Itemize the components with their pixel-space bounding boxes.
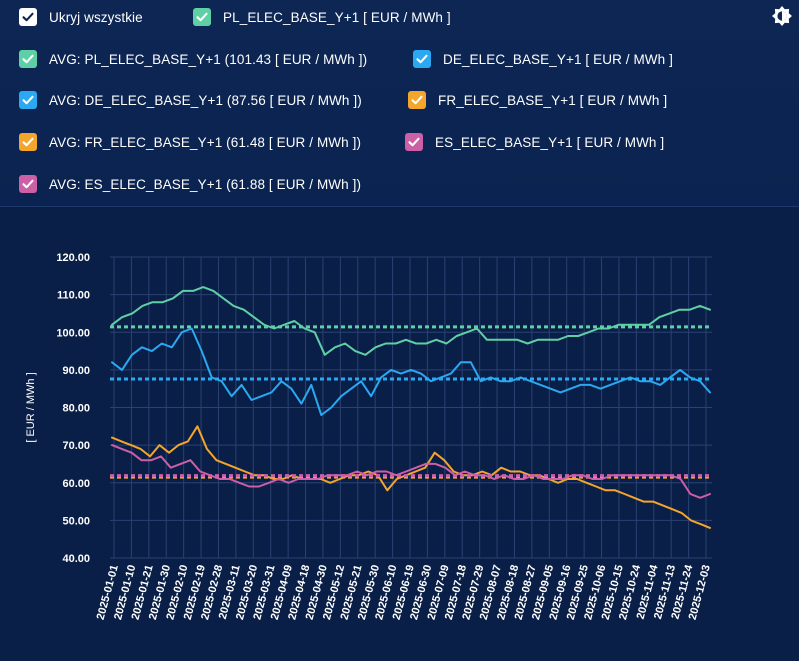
hide-all-toggle[interactable]: Ukryj wszystkie: [19, 8, 143, 26]
checkbox-icon[interactable]: [413, 50, 431, 68]
y-tick-label: 90.00: [62, 365, 90, 377]
legend-panel: Ukryj wszystkie PL_ELEC_BASE_Y+1 [ EUR /…: [0, 0, 799, 207]
legend-label: DE_ELEC_BASE_Y+1 [ EUR / MWh ]: [443, 51, 673, 67]
y-axis-label: [ EUR / MWh ]: [25, 372, 37, 442]
y-tick-label: 100.00: [56, 327, 90, 339]
checkbox-icon[interactable]: [19, 50, 37, 68]
series-line: [111, 425, 711, 529]
line-chart[interactable]: 40.00 50.00 60.00 70.00 80.00 90.00 100.00 110.…: [0, 207, 799, 661]
checkbox-icon[interactable]: [193, 8, 211, 26]
y-tick-label: 40.00: [62, 553, 90, 565]
legend-item-pl[interactable]: PL_ELEC_BASE_Y+1 [ EUR / MWh ]: [193, 8, 451, 26]
legend-label: PL_ELEC_BASE_Y+1 [ EUR / MWh ]: [223, 9, 451, 25]
chart-area: 40.00 50.00 60.00 70.00 80.00 90.00 100.00 110.…: [0, 207, 799, 661]
series-line: [111, 286, 711, 356]
checkbox-icon[interactable]: [19, 133, 37, 151]
legend-label: FR_ELEC_BASE_Y+1 [ EUR / MWh ]: [438, 92, 668, 108]
checkbox-icon[interactable]: [408, 91, 426, 109]
legend-label: AVG: PL_ELEC_BASE_Y+1 (101.43 [ EUR / MW…: [49, 51, 368, 67]
y-tick-label: 70.00: [62, 440, 90, 452]
checkbox-icon[interactable]: [19, 91, 37, 109]
legend-item-de[interactable]: DE_ELEC_BASE_Y+1 [ EUR / MWh ]: [413, 50, 673, 68]
legend-label: AVG: ES_ELEC_BASE_Y+1 (61.88 [ EUR / MWh…: [49, 176, 362, 192]
legend-item-avg-es[interactable]: AVG: ES_ELEC_BASE_Y+1 (61.88 [ EUR / MWh…: [19, 175, 361, 193]
legend-item-fr[interactable]: FR_ELEC_BASE_Y+1 [ EUR / MWh ]: [408, 91, 667, 109]
legend-item-avg-pl[interactable]: AVG: PL_ELEC_BASE_Y+1 (101.43 [ EUR / MW…: [19, 50, 367, 68]
legend-item-es[interactable]: ES_ELEC_BASE_Y+1 [ EUR / MWh ]: [405, 133, 664, 151]
brightness-icon[interactable]: [771, 5, 793, 27]
legend-label: AVG: DE_ELEC_BASE_Y+1 (87.56 [ EUR / MWh…: [49, 92, 362, 108]
series-line: [111, 444, 711, 499]
checkbox-icon[interactable]: [19, 8, 37, 26]
series-line: [111, 327, 711, 416]
y-tick-label: 110.00: [57, 290, 90, 302]
checkbox-icon[interactable]: [405, 133, 423, 151]
y-tick-label: 80.00: [62, 403, 90, 415]
y-tick-label: 50.00: [62, 515, 90, 527]
legend-item-avg-de[interactable]: AVG: DE_ELEC_BASE_Y+1 (87.56 [ EUR / MWh…: [19, 91, 362, 109]
legend-label: AVG: FR_ELEC_BASE_Y+1 (61.48 [ EUR / MWh…: [49, 134, 362, 150]
legend-item-avg-fr[interactable]: AVG: FR_ELEC_BASE_Y+1 (61.48 [ EUR / MWh…: [19, 133, 361, 151]
y-tick-label: 60.00: [62, 478, 90, 490]
y-tick-label: 120.00: [56, 252, 90, 264]
legend-label: Ukryj wszystkie: [49, 9, 143, 25]
checkbox-icon[interactable]: [19, 175, 37, 193]
legend-label: ES_ELEC_BASE_Y+1 [ EUR / MWh ]: [435, 134, 665, 150]
